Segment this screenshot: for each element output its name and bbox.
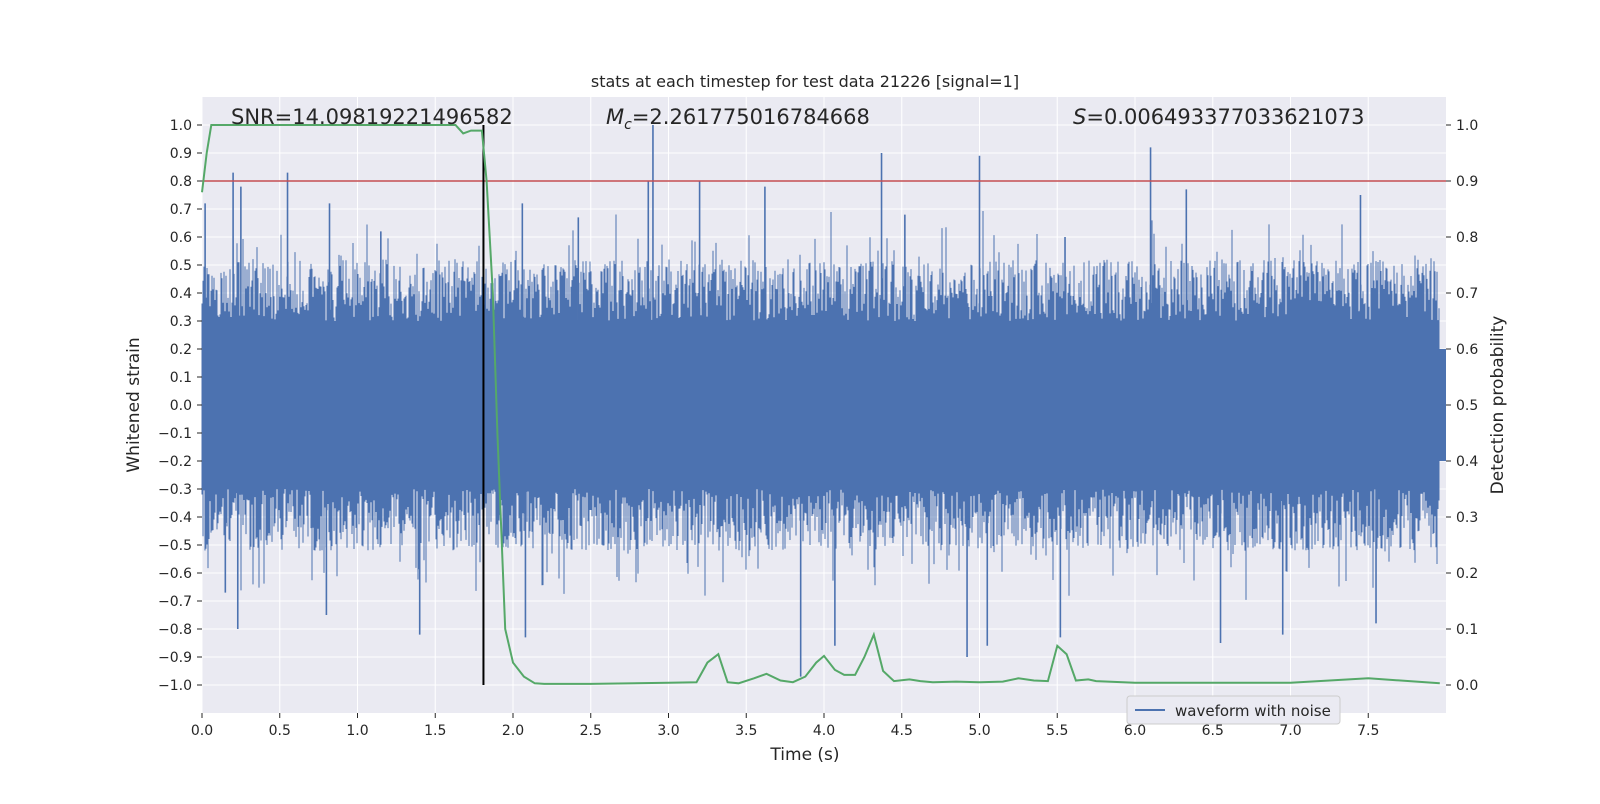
x-tick-label: 4.0: [813, 723, 835, 739]
x-tick-label: 6.5: [1202, 723, 1224, 739]
y-left-tick-label: 0.1: [170, 370, 192, 386]
detection-probability-series: [201, 124, 1440, 685]
s-value: =0.006493377033621073: [1086, 105, 1364, 129]
x-axis-label: Time (s): [769, 745, 839, 765]
y-right-tick-label: 0.6: [1456, 342, 1478, 358]
x-tick-label: 3.5: [735, 723, 757, 739]
x-tick-label: 5.0: [968, 723, 990, 739]
y-axis-label-right: Detection probability: [1488, 316, 1508, 495]
y-left-tick-label: 0.0: [170, 398, 192, 414]
y-right-tick-label: 0.0: [1456, 678, 1478, 694]
snr-annotation: SNR=14.09819221496582: [231, 105, 513, 129]
y-right-tick-label: 0.7: [1456, 286, 1478, 302]
x-tick-label: 0.5: [269, 723, 291, 739]
y-right-tick-label: 0.5: [1456, 398, 1478, 414]
y-left-tick-label: 0.7: [170, 202, 192, 218]
mc-symbol: M: [606, 105, 624, 129]
x-tick-label: 1.0: [346, 723, 368, 739]
mc-value: =2.261775016784668: [632, 105, 870, 129]
y-left-tick-label: −0.2: [158, 454, 192, 470]
y-right-tick-label: 0.2: [1456, 566, 1478, 582]
x-tick-label: 6.0: [1124, 723, 1146, 739]
y-left-tick-label: −0.9: [158, 650, 192, 666]
legend-frame: [1126, 695, 1341, 725]
y-left-tick-label: −0.3: [158, 482, 192, 498]
y-right-tick-label: 0.4: [1456, 454, 1478, 470]
axis-ticks: 0.0 0.5 1.0 1.5 2.0 2.5 3.0 3.5 4.0 4.5 5.0 5.5 6.0 6…: [158, 118, 1478, 739]
y-left-tick-label: 0.2: [170, 342, 192, 358]
detection-probability-line: [201, 124, 1440, 685]
overlays: [202, 125, 1446, 685]
y-axis-label-left: Whitened strain: [124, 337, 144, 472]
y-left-tick-label: −0.4: [158, 510, 192, 526]
x-tick-label: 5.5: [1046, 723, 1068, 739]
chirp-mass-annotation: Mc=2.261775016784668: [606, 105, 870, 133]
legend: waveform with noise: [1126, 695, 1341, 725]
x-tick-label: 4.5: [891, 723, 913, 739]
s-annotation: S=0.006493377033621073: [1073, 105, 1364, 129]
y-left-tick-label: −0.8: [158, 622, 192, 638]
y-left-tick-label: −1.0: [158, 678, 192, 694]
y-right-tick-label: 0.8: [1456, 230, 1478, 246]
x-tick-label: 2.0: [502, 723, 524, 739]
y-left-tick-label: 0.6: [170, 230, 192, 246]
x-tick-label: 0.0: [191, 723, 213, 739]
y-left-tick-label: −0.7: [158, 594, 192, 610]
y-left-tick-label: −0.5: [158, 538, 192, 554]
chart-title: stats at each timestep for test data 212…: [591, 72, 1019, 91]
y-left-tick-label: −0.1: [158, 426, 192, 442]
mc-subscript: c: [624, 117, 632, 133]
x-tick-label: 1.5: [424, 723, 446, 739]
y-right-tick-label: 0.9: [1456, 174, 1478, 190]
y-right-tick-label: 1.0: [1456, 118, 1478, 134]
y-left-tick-label: 0.5: [170, 258, 192, 274]
y-left-tick-label: 0.8: [170, 174, 192, 190]
waveform-series: [201, 125, 1446, 677]
y-right-tick-label: 0.1: [1456, 622, 1478, 638]
s-symbol: S: [1073, 105, 1086, 129]
y-left-tick-label: 0.4: [170, 286, 192, 302]
y-left-tick-label: −0.6: [158, 566, 192, 582]
legend-label-waveform: waveform with noise: [1175, 702, 1331, 720]
y-left-tick-label: 0.9: [170, 146, 192, 162]
y-left-tick-label: 1.0: [170, 118, 192, 134]
x-tick-label: 7.0: [1279, 723, 1301, 739]
y-left-tick-label: 0.3: [170, 314, 192, 330]
x-tick-label: 7.5: [1357, 723, 1379, 739]
x-tick-label: 2.5: [580, 723, 602, 739]
y-right-tick-label: 0.3: [1456, 510, 1478, 526]
x-tick-label: 3.0: [657, 723, 679, 739]
waveform-line: [201, 211, 1440, 600]
